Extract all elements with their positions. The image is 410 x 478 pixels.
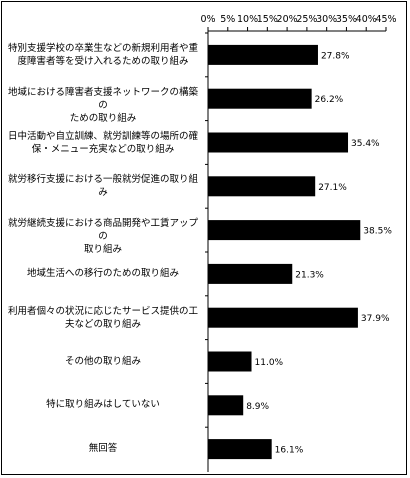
category-label-7-line-0: その他の取り組み: [64, 355, 141, 367]
data-label-1: 26.2%: [315, 95, 344, 105]
bar-9: [208, 439, 272, 460]
category-label-2-line-0: 日中活動や自立訓練、就労訓練等の場所の確: [7, 130, 198, 142]
category-label-3-line-0: 就労移行支援における一般就労促進の取り組: [7, 174, 198, 186]
bar-0: [208, 44, 318, 65]
x-tick-label-20: 20%: [277, 14, 298, 25]
category-label-5-line-0: 地域生活への移行のための取り組み: [26, 267, 179, 279]
category-label-4-line-1: 取り組み: [83, 244, 122, 256]
data-label-7: 11.0%: [255, 358, 284, 368]
category-label-5: 地域生活への移行のための取り組み: [6, 266, 200, 282]
category-label-6: 利用者個々の状況に応じたサービス提供の工 夫などの取り組み: [6, 305, 200, 331]
category-label-8: 特に取り組みはしていない: [6, 397, 200, 413]
x-tick-label-5: 5%: [220, 14, 235, 25]
bar-8: [208, 395, 244, 416]
category-label-2: 日中活動や自立訓練、就労訓練等の場所の確 保・メニュー充実などの取り組み: [6, 130, 200, 156]
bar-1: [208, 88, 312, 109]
bar-5: [208, 263, 293, 284]
category-label-2-line-1: 保・メニュー充実などの取り組み: [31, 143, 175, 155]
category-label-1: 地域における障害者支援ネットワークの構築の ための取り組み: [6, 86, 200, 125]
category-label-8-line-0: 特に取り組みはしていない: [46, 399, 160, 411]
category-label-4: 就労継続支援における商品開発や工賃アップの 取り組み: [6, 217, 200, 256]
data-label-5: 21.3%: [295, 270, 324, 280]
bar-6: [208, 307, 358, 328]
category-label-0: 特別支援学校の卒業生などの新規利用者や重 度障害者等を受け入れるための取り組み: [6, 42, 200, 68]
category-label-3: 就労移行支援における一般就労促進の取り組み: [6, 173, 200, 199]
bar-2: [208, 132, 349, 153]
x-tick-label-30: 30%: [316, 14, 337, 25]
category-label-1-line-1: ための取り組み: [69, 112, 137, 124]
category-label-6-line-0: 利用者個々の状況に応じたサービス提供の工: [7, 305, 198, 317]
category-label-1-line-0: 地域における障害者支援ネットワークの構築の: [7, 86, 198, 111]
data-label-2: 35.4%: [351, 139, 380, 149]
x-tick-label-10: 10%: [237, 14, 258, 25]
category-label-4-line-0: 就労継続支援における商品開発や工賃アップの: [7, 218, 198, 243]
category-label-9: 無回答: [6, 441, 200, 457]
x-tick-label-0: 0%: [200, 14, 215, 25]
bar-4: [208, 220, 361, 241]
data-label-8: 8.9%: [246, 402, 269, 412]
x-tick-label-35: 35%: [336, 14, 357, 25]
data-label-9: 16.1%: [275, 446, 304, 456]
x-tick-label-45: 45%: [375, 14, 396, 25]
x-tick-label-15: 15%: [257, 14, 278, 25]
data-label-3: 27.1%: [318, 183, 347, 193]
bar-3: [208, 176, 316, 197]
x-tick-label-25: 25%: [296, 14, 317, 25]
category-label-3-line-1: み: [98, 187, 108, 199]
data-label-6: 37.9%: [361, 314, 390, 324]
category-label-0-line-1: 度障害者等を受け入れるための取り組み: [17, 55, 189, 67]
data-label-4: 38.5%: [363, 227, 392, 237]
x-tick-label-40: 40%: [356, 14, 377, 25]
category-label-7: その他の取り組み: [6, 354, 200, 370]
category-label-0-line-0: 特別支援学校の卒業生などの新規利用者や重: [7, 42, 198, 54]
category-label-6-line-1: 夫などの取り組み: [64, 318, 141, 330]
data-label-0: 27.8%: [321, 51, 350, 61]
category-label-9-line-0: 無回答: [88, 443, 118, 455]
bar-7: [208, 351, 252, 372]
